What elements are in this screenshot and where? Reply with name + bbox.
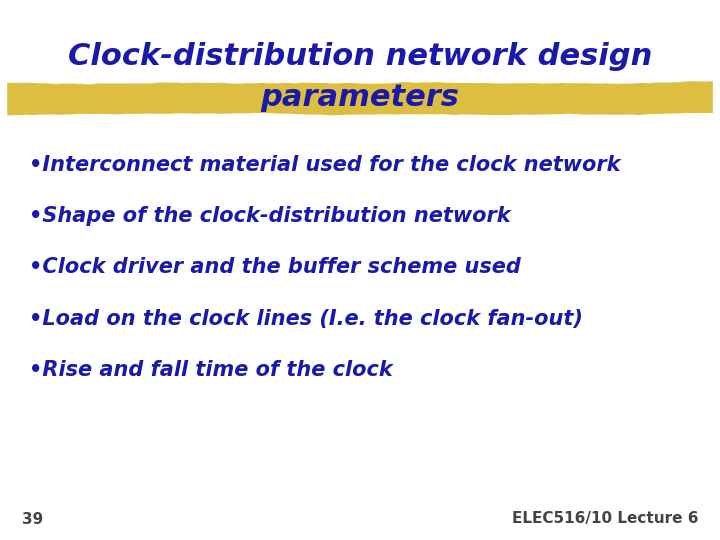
Text: Clock-distribution network design: Clock-distribution network design <box>68 42 652 71</box>
Text: 39: 39 <box>22 511 43 526</box>
Text: •Interconnect material used for the clock network: •Interconnect material used for the cloc… <box>29 154 621 175</box>
Text: •Rise and fall time of the clock: •Rise and fall time of the clock <box>29 360 392 380</box>
Text: parameters: parameters <box>261 83 459 112</box>
Text: •Clock driver and the buffer scheme used: •Clock driver and the buffer scheme used <box>29 257 521 278</box>
Polygon shape <box>7 81 713 116</box>
Text: ELEC516/10 Lecture 6: ELEC516/10 Lecture 6 <box>512 511 698 526</box>
Text: •Shape of the clock-distribution network: •Shape of the clock-distribution network <box>29 206 510 226</box>
Text: •Load on the clock lines (I.e. the clock fan-out): •Load on the clock lines (I.e. the clock… <box>29 308 582 329</box>
